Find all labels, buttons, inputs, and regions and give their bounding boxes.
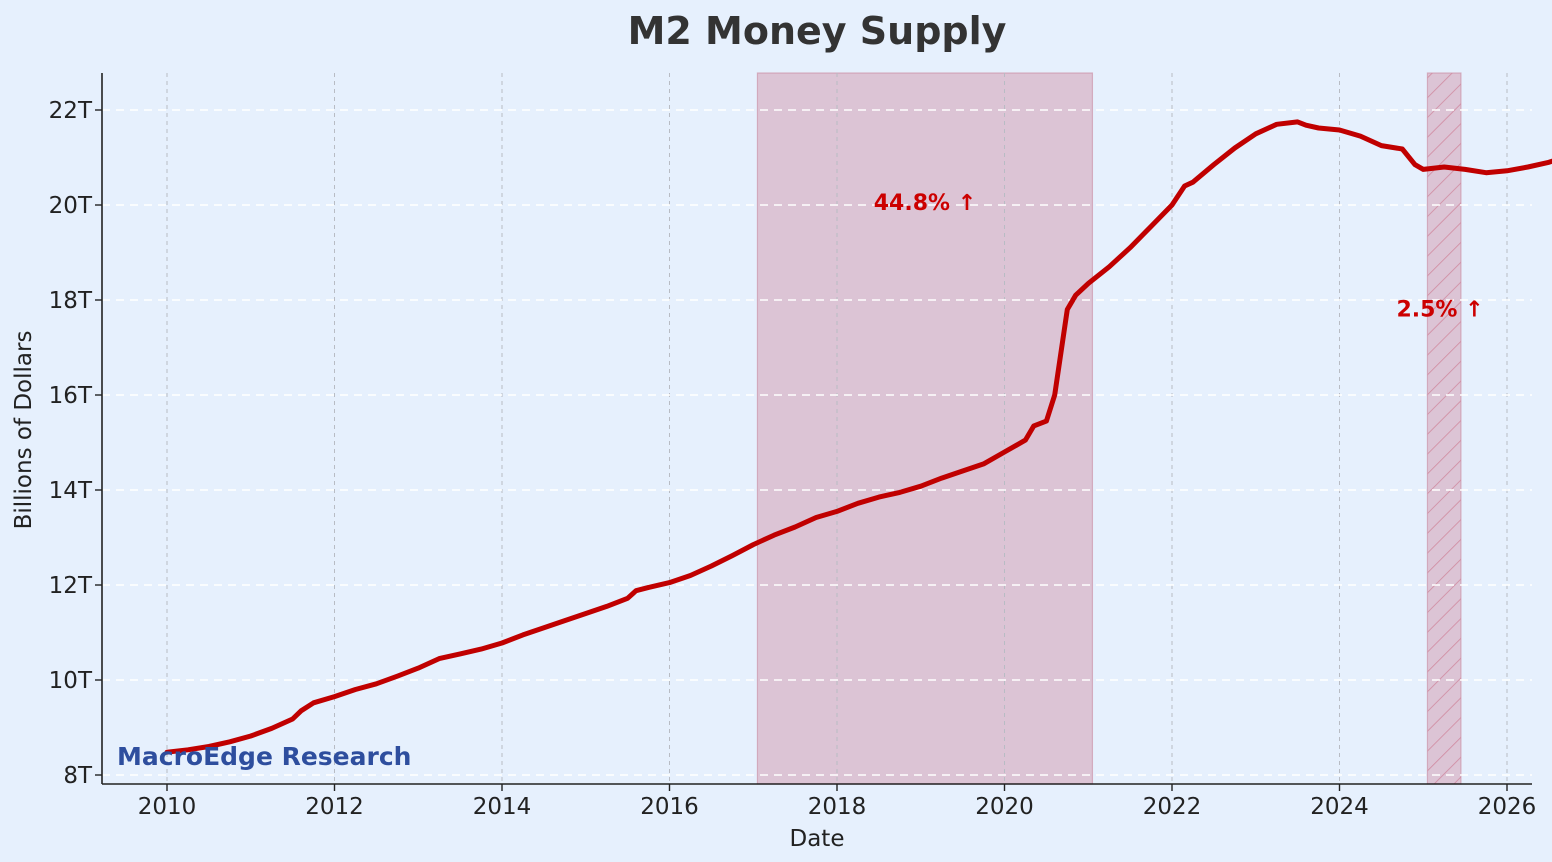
y-tick-label-18: 18T: [49, 288, 93, 314]
shaded-regions: [756, 72, 1462, 785]
chart-title: M2 Money Supply: [628, 9, 1007, 53]
y-tick-label-12: 12T: [49, 573, 93, 599]
x-axis-label: Date: [790, 826, 845, 852]
y-tick-label-20: 20T: [49, 193, 93, 219]
y-tick-label-10: 10T: [49, 668, 93, 694]
watermark-text: MacroEdge Research: [117, 742, 411, 771]
axes: [95, 73, 1532, 791]
y-tick-label-14: 14T: [49, 478, 93, 504]
y-tick-label-22: 22T: [49, 98, 93, 124]
annotation-1: 44.8% ↑: [874, 191, 976, 216]
annotation-2: 2.5% ↑: [1396, 298, 1483, 323]
y-axis-label: Billions of Dollars: [11, 331, 37, 530]
series-line-m2: [164, 119, 1552, 755]
x-tick-label-2014: 2014: [473, 794, 532, 820]
series-layer: [164, 119, 1552, 755]
y-tick-label-8: 8T: [63, 763, 93, 789]
grid: [102, 73, 1532, 784]
shaded-region-1: [756, 72, 1094, 785]
x-tick-label-2018: 2018: [808, 794, 867, 820]
x-tick-label-2016: 2016: [640, 794, 699, 820]
x-tick-label-2022: 2022: [1143, 794, 1202, 820]
x-tick-label-2010: 2010: [138, 794, 197, 820]
shaded-region-hatch-2: [1427, 73, 1461, 784]
y-tick-label-16: 16T: [49, 383, 93, 409]
x-tick-label-2026: 2026: [1478, 794, 1537, 820]
x-tick-label-2024: 2024: [1310, 794, 1369, 820]
x-tick-label-2012: 2012: [305, 794, 364, 820]
x-tick-label-2020: 2020: [975, 794, 1034, 820]
labels: M2 Money Supply Date Billions of Dollars…: [11, 9, 1536, 852]
